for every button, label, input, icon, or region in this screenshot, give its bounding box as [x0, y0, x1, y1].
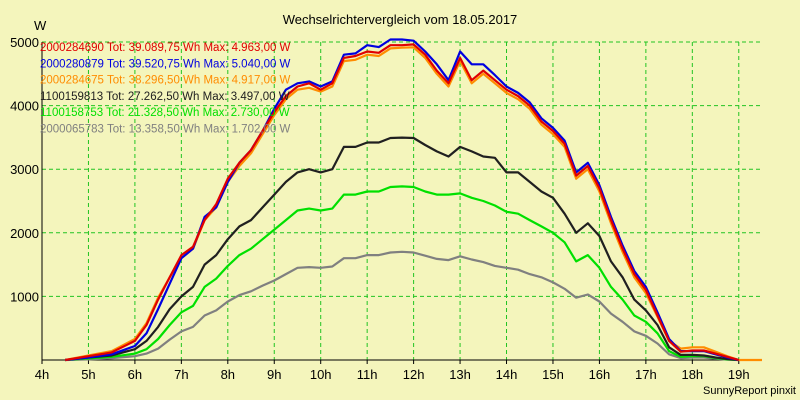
- x-tick-label: 9h: [267, 367, 281, 382]
- x-tick-label: 10h: [310, 367, 332, 382]
- y-tick-label: 2000: [10, 226, 39, 241]
- x-tick-label: 15h: [542, 367, 564, 382]
- legend: 2000284690 Tot: 39.089,75 Wh Max: 4.963,…: [40, 42, 291, 136]
- y-axis-unit-label: W: [34, 18, 47, 33]
- x-tick-label: 13h: [449, 367, 471, 382]
- x-tick-label: 17h: [635, 367, 657, 382]
- x-tick-label: 5h: [81, 367, 95, 382]
- y-tick-label: 5000: [10, 35, 39, 50]
- y-tick-label: 1000: [10, 289, 39, 304]
- legend-entry: 2000284675 Tot: 38.296,50 Wh Max: 4.917,…: [40, 75, 291, 87]
- x-tick-label: 19h: [728, 367, 750, 382]
- x-tick-label: 16h: [589, 367, 611, 382]
- x-tick-label: 14h: [496, 367, 518, 382]
- x-tick-label: 12h: [403, 367, 425, 382]
- legend-entry: 1100159813 Tot: 27.262,50 Wh Max: 3.497,…: [40, 91, 290, 103]
- x-tick-label: 8h: [221, 367, 235, 382]
- x-tick-label: 4h: [35, 367, 49, 382]
- y-tick-label: 4000: [10, 99, 39, 114]
- y-tick-label: 3000: [10, 162, 39, 177]
- series-line: [65, 43, 740, 362]
- series-line: [65, 136, 739, 362]
- series-line: [65, 185, 739, 362]
- legend-entry: 2000280879 Tot: 39.520,75 Wh Max: 5.040,…: [40, 58, 291, 70]
- series-lines: [64, 38, 762, 362]
- legend-entry: 2000284690 Tot: 39.089,75 Wh Max: 4.963,…: [40, 42, 291, 54]
- x-tick-label: 18h: [681, 367, 703, 382]
- x-tick-label: 6h: [128, 367, 142, 382]
- axes: 1000 2000 3000 4000 5000 4h 5h 6h 7h 8h 9h 10h 11h 12…: [10, 35, 762, 382]
- series-line: [65, 250, 739, 362]
- chart-title: Wechselrichtervergleich vom 18.05.2017: [283, 12, 518, 27]
- x-tick-label: 7h: [174, 367, 188, 382]
- footer-credit: SunnyReport pinxit: [703, 385, 796, 397]
- legend-entry: 1100158753 Tot: 21.328,50 Wh Max: 2.730,…: [40, 107, 290, 119]
- x-tick-label: 11h: [357, 367, 378, 382]
- grid: [42, 41, 762, 360]
- legend-entry: 2000065783 Tot: 13.358,50 Wh Max: 1.702,…: [40, 124, 291, 136]
- series-line: [65, 38, 740, 362]
